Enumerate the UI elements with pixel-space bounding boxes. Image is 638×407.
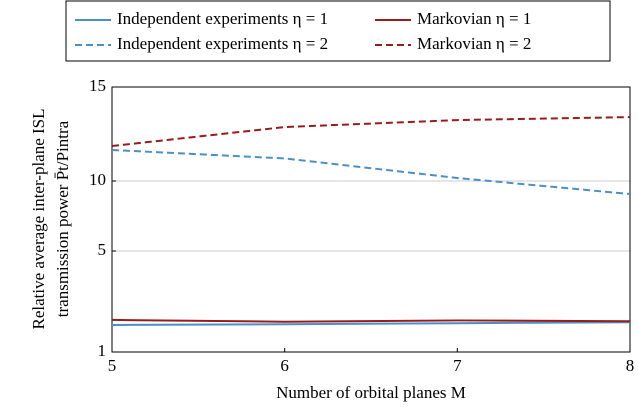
line-series [111, 148, 631, 196]
y-tick-label: 1 [98, 341, 107, 360]
y-axis-label: transmission power P̄t/Pintra [53, 120, 72, 317]
y-tick-label: 15 [89, 76, 106, 95]
legend-label: Independent experiments η = 1 [117, 9, 328, 28]
legend-label: Markovian η = 1 [417, 9, 531, 28]
y-tick-label: 10 [89, 170, 106, 189]
x-tick-label: 5 [108, 356, 117, 375]
y-tick-label: 5 [98, 240, 107, 259]
y-axis-label: Relative average inter-plane ISL [29, 108, 48, 329]
x-tick-label: 7 [453, 356, 462, 375]
legend-label: Markovian η = 2 [417, 34, 531, 53]
x-tick-label: 6 [280, 356, 289, 375]
x-axis-label: Number of orbital planes M [276, 383, 466, 402]
line-series [111, 318, 631, 323]
plot-frame [111, 86, 631, 353]
legend-label: Independent experiments η = 2 [117, 34, 328, 53]
line-series [111, 321, 631, 326]
x-tick-label: 8 [626, 356, 635, 375]
line-series [111, 116, 631, 148]
legend-box [65, 0, 611, 62]
